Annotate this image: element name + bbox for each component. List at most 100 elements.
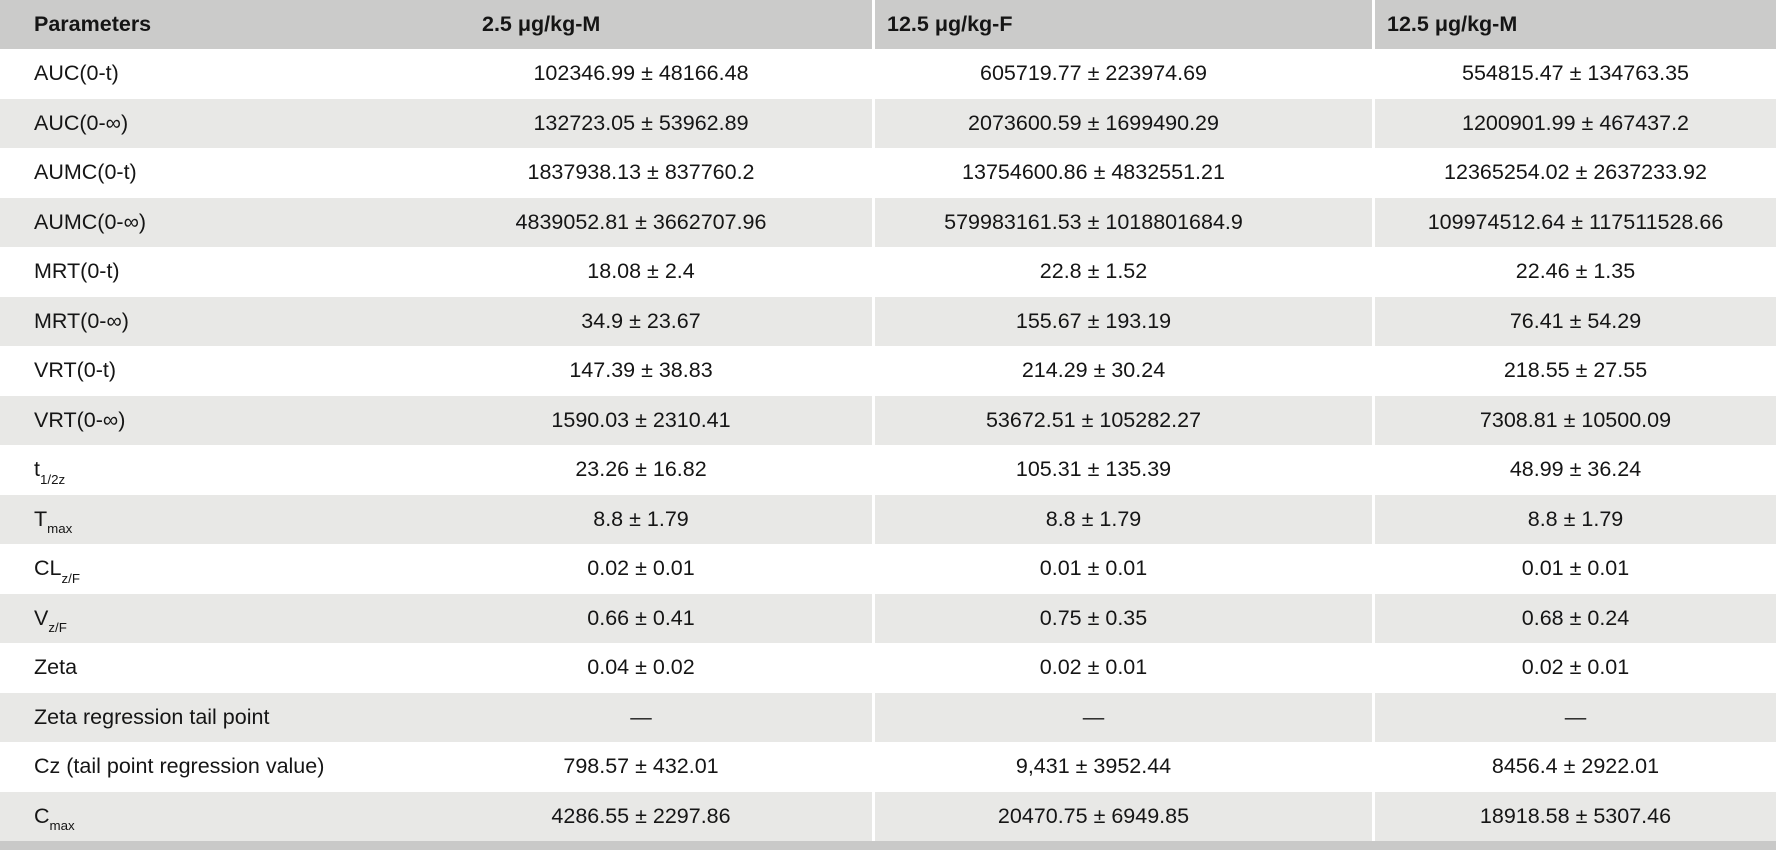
table-row-vrt-0-inf: VRT(0-∞) 1590.03 ± 2310.41 53672.51 ± 10…	[0, 395, 1776, 445]
parameter-label: VRT(0-∞)	[34, 407, 126, 432]
parameter-cell: Zeta regression tail point	[0, 692, 470, 742]
value-cell: 218.55 ± 27.55	[1372, 346, 1776, 396]
table-row-auc-0-t: AUC(0-t) 102346.99 ± 48166.48 605719.77 …	[0, 49, 1776, 99]
parameter-label: C	[34, 803, 50, 828]
value-cell: 554815.47 ± 134763.35	[1372, 49, 1776, 99]
value-cell: 12365254.02 ± 2637233.92	[1372, 148, 1776, 198]
value-cell: 109974512.64 ± 117511528.66	[1372, 197, 1776, 247]
value-cell: 132723.05 ± 53962.89	[470, 98, 872, 148]
parameter-cell: MRT(0-t)	[0, 247, 470, 297]
value-cell: 0.01 ± 0.01	[872, 544, 1372, 594]
value-cell: 0.01 ± 0.01	[1372, 544, 1776, 594]
table-row-cz-tail-point: Cz (tail point regression value) 798.57 …	[0, 742, 1776, 792]
parameter-label: V	[34, 605, 49, 630]
table-row-zeta: Zeta 0.04 ± 0.02 0.02 ± 0.01 0.02 ± 0.01	[0, 643, 1776, 693]
value-cell: 8456.4 ± 2922.01	[1372, 742, 1776, 792]
parameter-label: Zeta regression tail point	[34, 704, 270, 729]
table-row-tmax: Tmax 8.8 ± 1.79 8.8 ± 1.79 8.8 ± 1.79	[0, 494, 1776, 544]
value-cell: 214.29 ± 30.24	[872, 346, 1372, 396]
table-bottom-border	[0, 841, 1776, 850]
parameter-cell: AUC(0-∞)	[0, 98, 470, 148]
table-row-zeta-regression-tail-point: Zeta regression tail point — — —	[0, 692, 1776, 742]
table-row-clzf: CLz/F 0.02 ± 0.01 0.01 ± 0.01 0.01 ± 0.0…	[0, 544, 1776, 594]
parameter-subscript: max	[49, 818, 75, 834]
parameter-label: VRT(0-t)	[34, 358, 117, 383]
value-cell: 53672.51 ± 105282.27	[872, 395, 1372, 445]
parameter-subscript: max	[47, 521, 73, 537]
value-cell: —	[872, 692, 1372, 742]
value-cell: 155.67 ± 193.19	[872, 296, 1372, 346]
parameter-cell: MRT(0-∞)	[0, 296, 470, 346]
value-cell: 0.68 ± 0.24	[1372, 593, 1776, 643]
value-cell: 20470.75 ± 6949.85	[872, 791, 1372, 841]
value-cell: 7308.81 ± 10500.09	[1372, 395, 1776, 445]
parameter-label: AUC(0-t)	[34, 61, 119, 86]
value-cell: 4839052.81 ± 3662707.96	[470, 197, 872, 247]
table-body: AUC(0-t) 102346.99 ± 48166.48 605719.77 …	[0, 49, 1776, 841]
parameter-label: t	[34, 457, 40, 482]
parameter-label: Cz (tail point regression value)	[34, 754, 325, 779]
parameter-subscript: 1/2z	[39, 471, 66, 487]
column-header-parameters: Parameters	[0, 0, 470, 49]
parameter-label: AUC(0-∞)	[34, 110, 129, 135]
value-cell: 8.8 ± 1.79	[1372, 494, 1776, 544]
column-header-dose-2-5-m: 2.5 μg/kg-M	[470, 0, 872, 49]
value-cell: 13754600.86 ± 4832551.21	[872, 148, 1372, 198]
parameter-cell: Vz/F	[0, 593, 470, 643]
value-cell: 8.8 ± 1.79	[470, 494, 872, 544]
value-cell: 1590.03 ± 2310.41	[470, 395, 872, 445]
value-cell: 22.8 ± 1.52	[872, 247, 1372, 297]
table-row-vzf: Vz/F 0.66 ± 0.41 0.75 ± 0.35 0.68 ± 0.24	[0, 593, 1776, 643]
table-row-vrt-0-t: VRT(0-t) 147.39 ± 38.83 214.29 ± 30.24 2…	[0, 346, 1776, 396]
value-cell: 0.02 ± 0.01	[587, 556, 695, 581]
value-cell: —	[1372, 692, 1776, 742]
value-cell: 4286.55 ± 2297.86	[470, 791, 872, 841]
parameter-label: Zeta	[34, 655, 78, 680]
parameter-cell: Tmax	[0, 494, 470, 544]
value-cell: 18.08 ± 2.4	[587, 259, 695, 284]
parameter-cell: CLz/F	[0, 544, 470, 594]
parameter-label: CL	[34, 556, 62, 581]
column-header-dose-12-5-f: 12.5 μg/kg-F	[872, 0, 1372, 49]
table-row-mrt-0-inf: MRT(0-∞) 34.9 ± 23.67 155.67 ± 193.19 76…	[0, 296, 1776, 346]
value-cell: 9,431 ± 3952.44	[872, 742, 1372, 792]
parameter-cell: AUMC(0-t)	[0, 148, 470, 198]
parameter-label: AUMC(0-∞)	[34, 209, 147, 234]
value-cell: 23.26 ± 16.82	[575, 457, 707, 482]
table-row-aumc-0-inf: AUMC(0-∞) 4839052.81 ± 3662707.96 579983…	[0, 197, 1776, 247]
value-cell: 1837938.13 ± 837760.2	[527, 160, 755, 185]
parameter-cell: Zeta	[0, 643, 470, 693]
value-cell: 0.02 ± 0.01	[872, 643, 1372, 693]
value-cell: 0.04 ± 0.02	[587, 655, 695, 680]
value-cell: 147.39 ± 38.83	[569, 358, 713, 383]
value-cell: 798.57 ± 432.01	[563, 754, 719, 779]
parameter-cell: AUMC(0-∞)	[0, 197, 470, 247]
value-cell: 0.02 ± 0.01	[1372, 643, 1776, 693]
value-cell: 102346.99 ± 48166.48	[533, 61, 749, 86]
value-cell: 48.99 ± 36.24	[1372, 445, 1776, 495]
table-row-cmax: Cmax 4286.55 ± 2297.86 20470.75 ± 6949.8…	[0, 791, 1776, 841]
value-cell: 8.8 ± 1.79	[872, 494, 1372, 544]
table-row-auc-0-inf: AUC(0-∞) 132723.05 ± 53962.89 2073600.59…	[0, 98, 1776, 148]
parameter-subscript: z/F	[61, 570, 80, 586]
value-cell: 0.66 ± 0.41	[470, 593, 872, 643]
table-row-t-half-z: t1/2z 23.26 ± 16.82 105.31 ± 135.39 48.9…	[0, 445, 1776, 495]
parameter-cell: AUC(0-t)	[0, 49, 470, 99]
value-cell: 1200901.99 ± 467437.2	[1372, 98, 1776, 148]
value-cell: 18918.58 ± 5307.46	[1372, 791, 1776, 841]
parameter-cell: VRT(0-∞)	[0, 395, 470, 445]
parameter-subscript: z/F	[48, 620, 67, 636]
value-cell: 605719.77 ± 223974.69	[872, 49, 1372, 99]
value-cell: 34.9 ± 23.67	[470, 296, 872, 346]
value-cell: 105.31 ± 135.39	[872, 445, 1372, 495]
parameter-label: T	[34, 506, 48, 531]
parameter-cell: t1/2z	[0, 445, 470, 495]
table-header: Parameters 2.5 μg/kg-M 12.5 μg/kg-F 12.5…	[0, 0, 1776, 49]
table-row-mrt-0-t: MRT(0-t) 18.08 ± 2.4 22.8 ± 1.52 22.46 ±…	[0, 247, 1776, 297]
parameter-cell: Cmax	[0, 791, 470, 841]
value-cell: 579983161.53 ± 1018801684.9	[872, 197, 1372, 247]
table-header-row: Parameters 2.5 μg/kg-M 12.5 μg/kg-F 12.5…	[0, 0, 1776, 49]
parameter-label: MRT(0-t)	[34, 259, 120, 284]
parameter-cell: Cz (tail point regression value)	[0, 742, 470, 792]
